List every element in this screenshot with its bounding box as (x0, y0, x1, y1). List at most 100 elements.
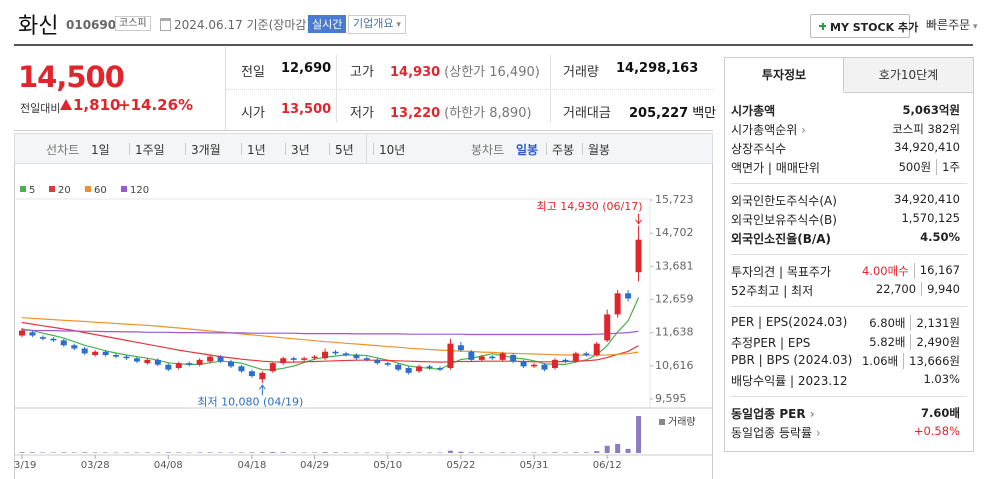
candle-body (133, 358, 140, 362)
candle-body (374, 359, 381, 364)
volume-bar (270, 452, 276, 453)
candle-body (123, 356, 130, 359)
panel-tab-active[interactable]: 투자정보 (725, 58, 844, 92)
quote-value-row: 14,298,163 (616, 61, 698, 76)
base-date: 2024.06.17 기준(장마감) (174, 18, 312, 32)
volume-bar (374, 452, 380, 454)
quote-unit: 백만 (692, 106, 717, 121)
info-values: 5,063억원 (902, 102, 960, 118)
info-values: 1,570,125 (901, 211, 960, 225)
info-value: 34,920,410 (894, 192, 960, 206)
company-info-button[interactable]: 기업개요 (348, 15, 406, 34)
tab-separator (129, 143, 130, 155)
period-tab[interactable]: 1일 (91, 143, 110, 157)
candle-body (238, 366, 245, 372)
info-value: 6.80배 (869, 316, 906, 330)
info-value: 9,940 (921, 282, 960, 296)
low-arrowhead (258, 384, 266, 390)
candle-body (217, 356, 224, 362)
volume-bar (155, 452, 161, 454)
period-tab[interactable]: 1년 (247, 143, 266, 157)
quote-value: 13,500 (281, 102, 332, 117)
legend-swatch (85, 186, 91, 192)
candle-body (332, 351, 339, 354)
legend-label: 60 (94, 185, 107, 196)
quote-label: 전일 (241, 65, 265, 80)
current-price: 14,500 (18, 60, 125, 94)
volume-bar (82, 452, 88, 453)
candle-body (196, 359, 203, 365)
x-tick-label: 06/12 (593, 460, 622, 471)
volume-bar (552, 452, 558, 453)
candle-body (510, 354, 517, 362)
stock-name: 화신 (18, 14, 59, 39)
calendar-icon (160, 18, 171, 31)
info-value: 500원 (898, 160, 932, 174)
info-values: 5.82배 2,490원 (869, 334, 960, 350)
volume-bar (458, 451, 464, 453)
candle-tab[interactable]: 월봉 (588, 143, 611, 157)
low-annotation: 최저 10,080 (04/19) (197, 395, 303, 408)
chart-tab-bar: 선차트 1일 1주일 3개월 1년 3년 5년 10년 봉차트 일봉 주봉 월봉 (14, 133, 713, 164)
candle-body (259, 372, 266, 380)
x-tick-label: 04/18 (237, 460, 266, 471)
quick-order[interactable]: 빠른주문 (926, 16, 978, 33)
info-label: 투자의견 | 목표주가 (731, 265, 831, 279)
info-value: 5,063억원 (902, 103, 960, 117)
high-annotation: 최고 14,930 (06/17) (537, 200, 643, 213)
header-rule (14, 44, 973, 46)
mystock-button[interactable]: MY STOCK 추가 (810, 14, 918, 38)
candle-body (572, 353, 579, 362)
volume-bar (594, 451, 600, 453)
volume-bar (489, 452, 495, 454)
volume-bar (50, 452, 56, 454)
info-label: 외국인보유주식수(B) (731, 213, 837, 227)
legend-label: 20 (58, 185, 71, 196)
volume-label: 거래량 (668, 416, 696, 428)
ma-line (21, 329, 639, 336)
panel-tab[interactable]: 호가10단계 (844, 58, 973, 93)
candle-body (29, 332, 36, 336)
legend-label: 120 (130, 185, 149, 196)
info-values: 코스피 382위 (892, 121, 960, 137)
y-tick-label: 9,595 (655, 392, 687, 405)
x-tick-label: 05/10 (373, 460, 402, 471)
x-tick-label: 04/29 (300, 460, 329, 471)
volume-bar (228, 452, 234, 454)
volume-bar (531, 452, 537, 454)
period-tab[interactable]: 10년 (379, 143, 406, 157)
realtime-badge[interactable]: 실시간 (308, 15, 347, 33)
tab-separator (582, 143, 583, 155)
candle-body (531, 364, 538, 367)
candle-body (290, 358, 297, 360)
x-tick-label: 04/08 (154, 460, 183, 471)
quote-value: 12,690 (281, 61, 332, 76)
candle-tab[interactable]: 일봉 (516, 143, 539, 157)
volume-bar (71, 452, 77, 453)
volume-bar (238, 452, 244, 453)
quote-value-row: 205,227 백만 (629, 102, 716, 121)
volume-bar (113, 452, 119, 454)
legend-swatch (20, 186, 26, 192)
candle-tab[interactable]: 주봉 (552, 143, 575, 157)
y-tick-label: 15,723 (655, 193, 694, 206)
period-tab[interactable]: 5년 (335, 143, 354, 157)
volume-bar (312, 452, 318, 454)
tab-separator (373, 143, 374, 155)
candle-body (50, 338, 57, 341)
candle-body (593, 343, 600, 355)
info-value: 1,570,125 (901, 211, 960, 225)
candle-body (353, 354, 360, 359)
period-tab[interactable]: 1주일 (135, 143, 165, 157)
period-tab[interactable]: 3개월 (191, 143, 221, 157)
x-tick-label: 03/19 (14, 460, 36, 471)
period-tab[interactable]: 3년 (291, 143, 310, 157)
y-tick-label: 12,659 (655, 293, 694, 306)
candle-chart-label: 봉차트 (471, 143, 505, 157)
volume-bar (542, 452, 547, 454)
x-tick-label: 05/31 (520, 460, 549, 471)
volume-bar (416, 452, 422, 454)
volume-bar (604, 445, 610, 453)
volume-bar (103, 452, 109, 454)
quote-value: 14,298,163 (616, 61, 699, 76)
